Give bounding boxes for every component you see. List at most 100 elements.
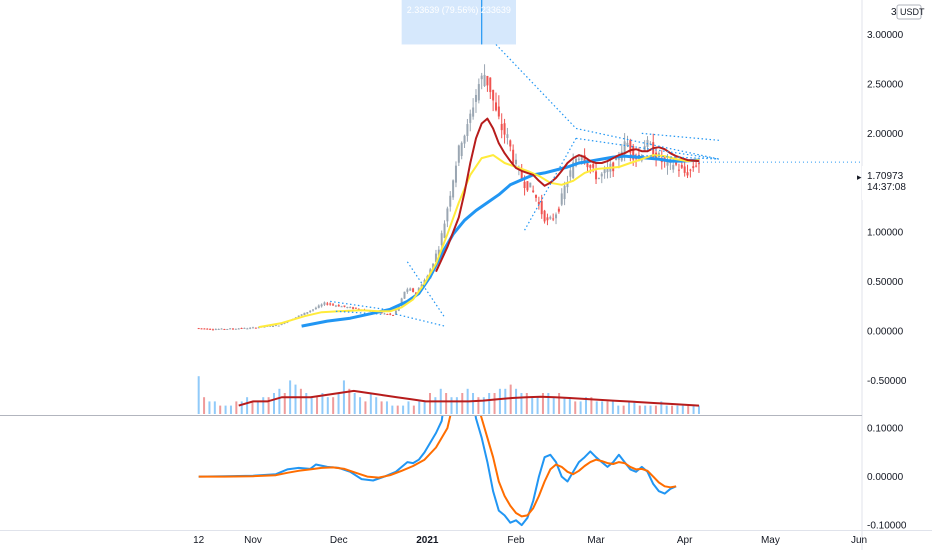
candle-body	[460, 142, 463, 156]
candle-body	[249, 327, 252, 329]
volume-bar	[235, 401, 238, 414]
price-tag-arrow-icon: ▸	[857, 172, 862, 182]
candle-body	[214, 329, 217, 331]
trendlines[interactable]	[330, 44, 862, 327]
measure-box[interactable]	[401, 0, 516, 45]
trendline[interactable]	[330, 300, 385, 310]
candle-body	[240, 327, 243, 329]
candle-body	[337, 305, 340, 307]
candle-body	[672, 164, 675, 170]
candle-body	[463, 135, 466, 144]
price-axis-tick: 0.50000	[867, 277, 904, 288]
time-axis: 12 Nov Dec 2021 Feb Mar Apr May Jun	[193, 535, 867, 546]
macd-axis-tick: -0.10000	[867, 521, 907, 532]
volume-bar	[558, 393, 561, 414]
candle-body	[600, 173, 603, 177]
volume-bar	[267, 397, 270, 414]
volume-bar	[391, 405, 394, 414]
volume-bar	[644, 405, 647, 414]
candle-body	[454, 165, 457, 183]
trendline[interactable]	[395, 313, 445, 327]
volume-bar	[353, 393, 356, 414]
volume-bar	[584, 397, 587, 414]
volume-bar	[660, 401, 663, 414]
volume-bar	[472, 393, 475, 414]
candle-body	[543, 210, 546, 222]
trendline[interactable]	[630, 154, 719, 160]
volume-ma-line	[238, 389, 700, 407]
volume-bar	[418, 401, 421, 414]
candle-body	[306, 312, 309, 314]
volume-bar	[665, 405, 668, 414]
volume-bar	[321, 393, 324, 414]
volume-bar	[283, 393, 286, 414]
volume-bar	[428, 393, 431, 414]
volume-bar	[316, 397, 319, 414]
candle-body	[254, 327, 257, 329]
candle-body	[689, 169, 692, 171]
candle-body	[529, 182, 532, 188]
macd-pane[interactable]	[198, 380, 677, 527]
volume-bar	[262, 397, 265, 414]
candle-body	[380, 312, 383, 314]
price-axis-tick: 2.00000	[867, 129, 904, 140]
trendline[interactable]	[575, 137, 720, 160]
candle-body	[449, 195, 452, 207]
candle-body	[434, 253, 437, 263]
volume-bar	[697, 405, 700, 414]
price-axis-tick: 1.00000	[867, 228, 904, 239]
candle-body	[492, 89, 495, 101]
time-axis-tick: 12	[193, 535, 205, 546]
volume-bar	[342, 380, 345, 414]
trendline[interactable]	[495, 44, 577, 129]
volume-bar	[348, 388, 351, 414]
volume-bar	[504, 388, 507, 414]
candle-body	[515, 159, 517, 165]
measure-label: 2.33639 (79.56%) 233639	[407, 5, 511, 15]
volume-bar	[305, 393, 308, 414]
candle-body	[483, 74, 486, 87]
candle-body	[357, 308, 360, 310]
trendline[interactable]	[641, 132, 720, 141]
candle-body	[203, 328, 206, 330]
time-axis-tick: Mar	[587, 535, 605, 546]
candle-body	[403, 291, 406, 299]
candle-body	[643, 146, 646, 152]
candle-body	[457, 145, 460, 163]
candle-body	[692, 166, 695, 169]
trendline[interactable]	[524, 138, 577, 231]
candle-body	[560, 193, 563, 205]
volume-bar	[595, 401, 598, 414]
measure-tool[interactable]: 2.33639 (79.56%) 233639	[401, 0, 516, 45]
volume-bar	[654, 405, 657, 414]
volume-bar	[515, 388, 518, 414]
trendline[interactable]	[406, 261, 446, 318]
candle-body	[586, 163, 589, 168]
volume-bar	[359, 397, 362, 414]
candle-body	[535, 195, 538, 198]
scale-mode-label[interactable]: 3	[891, 7, 897, 18]
currency-label[interactable]: USDT	[900, 7, 925, 17]
candle-body	[623, 141, 626, 154]
volume-bar	[337, 393, 340, 414]
volume-bar	[568, 397, 571, 414]
candle-body	[506, 134, 509, 138]
volume-bar	[369, 393, 372, 414]
candle-body	[552, 218, 555, 220]
candle-body	[283, 322, 286, 324]
volume-bar	[213, 401, 216, 414]
candle-body	[246, 328, 249, 330]
candle-body	[683, 166, 686, 173]
currency-box[interactable]	[896, 4, 922, 20]
trendline[interactable]	[575, 127, 720, 160]
volume-bar	[687, 405, 690, 414]
candle-body	[649, 143, 652, 145]
volume-bar	[676, 405, 679, 414]
candle-body	[443, 223, 446, 238]
candle-body	[412, 288, 415, 292]
volume-bar	[638, 405, 641, 414]
candle-body	[615, 157, 618, 160]
volume-bar	[611, 401, 614, 414]
